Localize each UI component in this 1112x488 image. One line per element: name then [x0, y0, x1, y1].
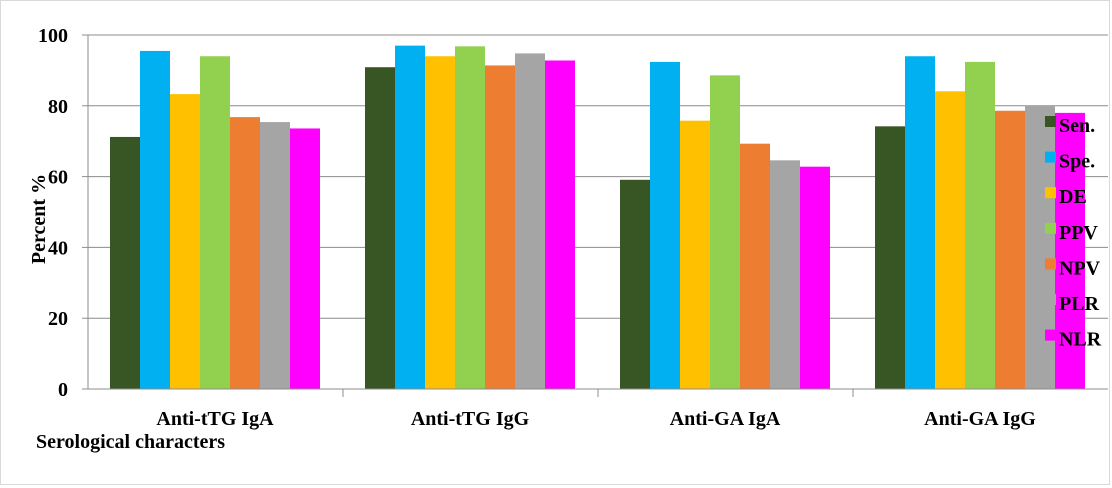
bar-nlr: [545, 60, 575, 389]
y-tick-label: 40: [48, 237, 68, 259]
bar-sen: [365, 67, 395, 390]
bar-spe: [140, 50, 170, 390]
bar-de: [425, 56, 455, 390]
legend-swatch: [1045, 116, 1056, 127]
y-tick-label: 60: [48, 167, 68, 189]
legend-swatch: [1045, 151, 1056, 163]
legend-swatch: [1045, 222, 1056, 234]
x-category-label: Anti-GA IgG: [924, 408, 1036, 430]
bar-spe: [905, 56, 935, 390]
x-category-label: Anti-tTG IgA: [156, 408, 274, 430]
y-tick-label: 100: [38, 25, 68, 47]
bar-ppv: [455, 46, 485, 389]
bar-sen: [620, 179, 650, 389]
legend-label: PPV: [1059, 222, 1098, 244]
legend-label: DE: [1059, 186, 1087, 208]
y-tick-label: 0: [58, 379, 68, 401]
legend-label: Spe.: [1059, 151, 1095, 173]
legend-label: Sen.: [1059, 115, 1095, 137]
bar-npv: [995, 110, 1025, 390]
bar-nlr: [1055, 112, 1085, 389]
bar-plr: [1025, 105, 1055, 390]
bar-ppv: [200, 56, 230, 390]
bar-de: [680, 120, 710, 389]
bar-spe: [395, 45, 425, 390]
bar-de: [170, 94, 200, 390]
legend-swatch: [1045, 329, 1056, 341]
legend-swatch: [1045, 187, 1056, 199]
legend-label: NPV: [1059, 257, 1101, 279]
bar-nlr: [800, 166, 830, 389]
bar-spe: [650, 61, 680, 390]
bar-npv: [740, 143, 770, 389]
bar-sen: [875, 126, 905, 389]
y-axis-title: Percent %: [28, 174, 50, 264]
bar-npv: [485, 65, 515, 389]
legend-swatch: [1045, 258, 1056, 270]
bar-sen: [110, 136, 140, 389]
y-tick-label: 20: [48, 308, 68, 330]
bar-nlr: [290, 128, 320, 389]
bar-plr: [770, 160, 800, 389]
x-axis-title: Serological characters: [36, 431, 225, 453]
bar-plr: [260, 122, 290, 390]
bar-npv: [230, 117, 260, 390]
x-category-label: Anti-tTG IgG: [411, 408, 530, 430]
bar-ppv: [710, 75, 740, 389]
bar-plr: [515, 53, 545, 390]
legend-label: NLR: [1059, 329, 1102, 351]
bar-de: [935, 91, 965, 389]
legend-label: PLR: [1059, 293, 1100, 315]
x-category-label: Anti-GA IgA: [670, 408, 781, 430]
bar-ppv: [965, 61, 995, 390]
y-tick-label: 80: [48, 96, 68, 118]
legend-swatch: [1045, 294, 1056, 305]
